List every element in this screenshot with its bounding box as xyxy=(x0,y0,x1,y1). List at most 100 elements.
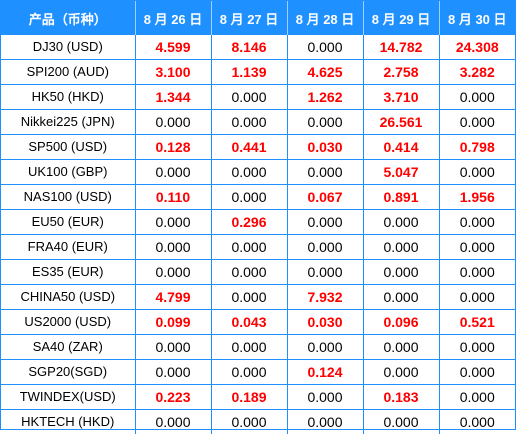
value-cell: 0.000 xyxy=(211,85,287,110)
value-cell: 0.099 xyxy=(135,310,211,335)
value-cell: 0.000 xyxy=(439,260,515,285)
value-cell: 14.782 xyxy=(363,35,439,60)
value-cell: 0.000 xyxy=(211,185,287,210)
value-cell: 0.000 xyxy=(211,235,287,260)
value-cell: 0.798 xyxy=(439,135,515,160)
value-cell: 0.000 xyxy=(211,360,287,385)
value-cell: 0.189 xyxy=(211,385,287,410)
value-cell: 0.000 xyxy=(439,335,515,360)
value-cell: 0.000 xyxy=(287,410,363,434)
value-cell: 0.128 xyxy=(135,135,211,160)
value-cell: 0.000 xyxy=(287,110,363,135)
product-cell: NAS100 (USD) xyxy=(1,185,135,210)
value-cell: 0.030 xyxy=(287,135,363,160)
column-header-date: 8 月 28 日 xyxy=(287,1,363,35)
value-cell: 0.000 xyxy=(287,160,363,185)
value-cell: 0.000 xyxy=(287,235,363,260)
value-cell: 0.521 xyxy=(439,310,515,335)
value-cell: 1.262 xyxy=(287,85,363,110)
value-cell: 0.000 xyxy=(211,335,287,360)
product-cell: HKTECH (HKD) xyxy=(1,410,135,434)
value-cell: 0.000 xyxy=(363,260,439,285)
product-cell: HK50 (HKD) xyxy=(1,85,135,110)
value-cell: 0.000 xyxy=(439,210,515,235)
product-cell: SP500 (USD) xyxy=(1,135,135,160)
value-cell: 0.000 xyxy=(135,210,211,235)
product-cell: UK100 (GBP) xyxy=(1,160,135,185)
column-header-date: 8 月 30 日 xyxy=(439,1,515,35)
value-cell: 0.000 xyxy=(211,410,287,434)
value-cell: 1.139 xyxy=(211,60,287,85)
value-cell: 0.000 xyxy=(135,110,211,135)
product-cell: DJ30 (USD) xyxy=(1,35,135,60)
value-cell: 0.000 xyxy=(439,235,515,260)
value-cell: 7.932 xyxy=(287,285,363,310)
value-cell: 0.067 xyxy=(287,185,363,210)
value-cell: 24.308 xyxy=(439,35,515,60)
value-cell: 0.000 xyxy=(211,160,287,185)
product-cell: SA40 (ZAR) xyxy=(1,335,135,360)
value-cell: 1.344 xyxy=(135,85,211,110)
value-cell: 0.000 xyxy=(439,85,515,110)
value-cell: 0.000 xyxy=(135,335,211,360)
value-cell: 0.000 xyxy=(363,210,439,235)
value-cell: 0.000 xyxy=(363,235,439,260)
value-cell: 0.043 xyxy=(211,310,287,335)
value-cell: 0.000 xyxy=(287,260,363,285)
value-cell: 0.000 xyxy=(439,360,515,385)
value-cell: 0.000 xyxy=(439,160,515,185)
value-cell: 0.891 xyxy=(363,185,439,210)
value-cell: 4.599 xyxy=(135,35,211,60)
product-cell: US2000 (USD) xyxy=(1,310,135,335)
column-header-date: 8 月 27 日 xyxy=(211,1,287,35)
value-cell: 0.000 xyxy=(287,385,363,410)
value-cell: 0.000 xyxy=(363,410,439,434)
product-cell: TWINDEX(USD) xyxy=(1,385,135,410)
value-cell: 26.561 xyxy=(363,110,439,135)
value-cell: 0.000 xyxy=(135,410,211,434)
product-cell: EU50 (EUR) xyxy=(1,210,135,235)
value-cell: 0.000 xyxy=(211,110,287,135)
value-cell: 0.000 xyxy=(439,285,515,310)
value-cell: 0.183 xyxy=(363,385,439,410)
value-cell: 5.047 xyxy=(363,160,439,185)
value-cell: 0.000 xyxy=(439,110,515,135)
value-cell: 0.296 xyxy=(211,210,287,235)
column-header-product: 产品（币种） xyxy=(1,1,135,35)
value-cell: 0.441 xyxy=(211,135,287,160)
value-cell: 0.096 xyxy=(363,310,439,335)
product-cell: FRA40 (EUR) xyxy=(1,235,135,260)
value-cell: 0.223 xyxy=(135,385,211,410)
value-cell: 0.000 xyxy=(439,385,515,410)
value-cell: 0.000 xyxy=(287,335,363,360)
value-cell: 0.030 xyxy=(287,310,363,335)
value-cell: 1.956 xyxy=(439,185,515,210)
value-cell: 0.000 xyxy=(135,160,211,185)
value-cell: 0.000 xyxy=(363,360,439,385)
value-cell: 0.000 xyxy=(135,360,211,385)
value-cell: 2.758 xyxy=(363,60,439,85)
value-cell: 0.110 xyxy=(135,185,211,210)
product-cell: SGP20(SGD) xyxy=(1,360,135,385)
product-cell: CHINA50 (USD) xyxy=(1,285,135,310)
value-cell: 0.000 xyxy=(211,285,287,310)
column-header-date: 8 月 26 日 xyxy=(135,1,211,35)
value-cell: 3.100 xyxy=(135,60,211,85)
value-cell: 0.000 xyxy=(135,235,211,260)
